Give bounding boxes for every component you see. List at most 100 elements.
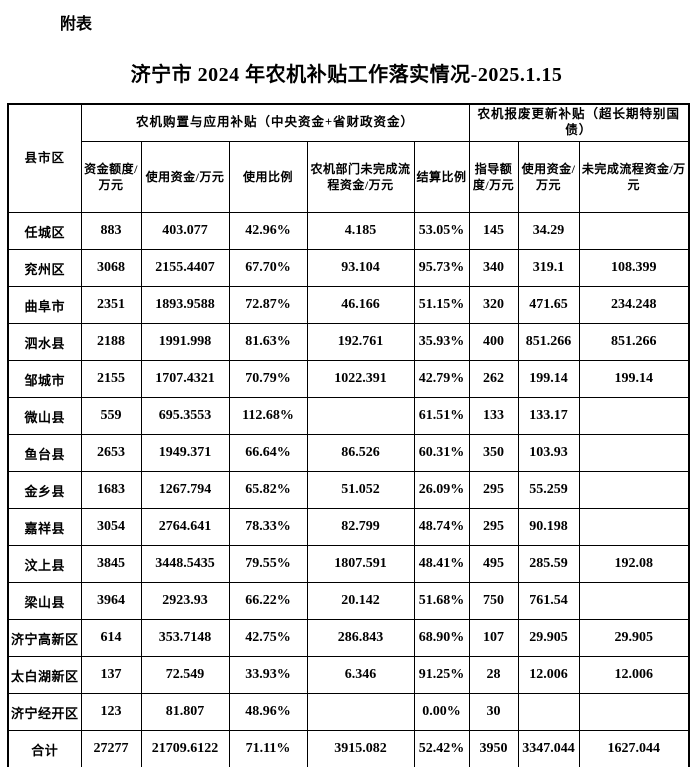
row-label: 邹城市 (7, 360, 82, 398)
table-row: 合计 27277 21709.6122 71.11% 3915.082 52.42% 395… (7, 730, 690, 767)
cell: 2351 (80, 286, 142, 324)
cell: 2764.641 (140, 508, 230, 546)
cell: 761.54 (517, 582, 580, 620)
cell (578, 582, 690, 620)
row-label: 金乡县 (7, 471, 82, 509)
cell: 12.006 (517, 656, 580, 694)
row-label: 曲阜市 (7, 286, 82, 324)
table-group-header-row: 县市区 农机购置与应用补贴（中央资金+省财政资金） 农机报废更新补贴（超长期特别… (7, 103, 690, 213)
cell: 103.93 (517, 434, 580, 472)
cell: 3347.044 (517, 730, 580, 767)
cell: 137 (80, 656, 142, 694)
cell: 851.266 (578, 323, 690, 361)
cell: 234.248 (578, 286, 690, 324)
table-row: 济宁经开区 123 81.807 48.96% 0.00% 30 (7, 693, 690, 731)
cell: 851.266 (517, 323, 580, 361)
column-header-used-funds: 使用资金/万元 (140, 141, 230, 213)
cell: 86.526 (306, 434, 415, 472)
cell: 4.185 (306, 212, 415, 250)
cell: 51.15% (413, 286, 470, 324)
cell: 192.08 (578, 545, 690, 583)
cell: 66.22% (228, 582, 308, 620)
row-label: 济宁经开区 (7, 693, 82, 731)
cell: 68.90% (413, 619, 470, 657)
cell: 340 (468, 249, 519, 287)
cell: 26.09% (413, 471, 470, 509)
cell (578, 508, 690, 546)
cell: 66.64% (228, 434, 308, 472)
cell: 403.077 (140, 212, 230, 250)
cell: 320 (468, 286, 519, 324)
cell: 133 (468, 397, 519, 435)
cell: 93.104 (306, 249, 415, 287)
cell: 495 (468, 545, 519, 583)
cell: 3068 (80, 249, 142, 287)
group-header-scrap-renewal-subsidy: 农机报废更新补贴（超长期特别国债） (468, 103, 690, 142)
column-header-settlement-ratio: 结算比例 (413, 141, 470, 213)
column-header-used-funds-scrap: 使用资金/万元 (517, 141, 580, 213)
cell: 3950 (468, 730, 519, 767)
cell: 112.68% (228, 397, 308, 435)
cell: 295 (468, 471, 519, 509)
cell: 2155 (80, 360, 142, 398)
cell (578, 434, 690, 472)
cell: 42.79% (413, 360, 470, 398)
cell: 30 (468, 693, 519, 731)
cell: 350 (468, 434, 519, 472)
cell: 3054 (80, 508, 142, 546)
cell: 29.905 (517, 619, 580, 657)
column-header-unfinished-process-funds: 农机部门未完成流程资金/万元 (306, 141, 415, 213)
cell: 33.93% (228, 656, 308, 694)
table-row: 鱼台县 2653 1949.371 66.64% 86.526 60.31% 350 103.… (7, 434, 690, 472)
table-row: 嘉祥县 3054 2764.641 78.33% 82.799 48.74% 295 90.1… (7, 508, 690, 546)
page-title: 济宁市 2024 年农机补贴工作落实情况-2025.1.15 (130, 64, 563, 86)
cell: 65.82% (228, 471, 308, 509)
cell (578, 212, 690, 250)
cell: 199.14 (578, 360, 690, 398)
cell: 1627.044 (578, 730, 690, 767)
cell: 78.33% (228, 508, 308, 546)
row-label: 泗水县 (7, 323, 82, 361)
cell: 2923.93 (140, 582, 230, 620)
cell (306, 693, 415, 731)
cell: 2155.4407 (140, 249, 230, 287)
cell: 55.259 (517, 471, 580, 509)
cell: 82.799 (306, 508, 415, 546)
cell: 90.198 (517, 508, 580, 546)
cell: 53.05% (413, 212, 470, 250)
cell: 72.549 (140, 656, 230, 694)
cell: 91.25% (413, 656, 470, 694)
cell: 1707.4321 (140, 360, 230, 398)
cell (578, 693, 690, 731)
cell: 2188 (80, 323, 142, 361)
cell: 67.70% (228, 249, 308, 287)
cell: 695.3553 (140, 397, 230, 435)
cell: 95.73% (413, 249, 470, 287)
cell: 61.51% (413, 397, 470, 435)
table-row: 金乡县 1683 1267.794 65.82% 51.052 26.09% 295 55.2… (7, 471, 690, 509)
cell: 262 (468, 360, 519, 398)
cell: 1893.9588 (140, 286, 230, 324)
cell: 1022.391 (306, 360, 415, 398)
cell: 42.96% (228, 212, 308, 250)
cell: 1807.591 (306, 545, 415, 583)
cell: 286.843 (306, 619, 415, 657)
cell: 2653 (80, 434, 142, 472)
cell: 1683 (80, 471, 142, 509)
column-header-guidance-quota: 指导额度/万元 (468, 141, 519, 213)
cell: 21709.6122 (140, 730, 230, 767)
cell: 42.75% (228, 619, 308, 657)
cell: 52.42% (413, 730, 470, 767)
table-row: 汶上县 3845 3448.5435 79.55% 1807.591 48.41% 495 2… (7, 545, 690, 583)
table-row: 任城区 883 403.077 42.96% 4.185 53.05% 145 34.29 (7, 212, 690, 250)
cell: 35.93% (413, 323, 470, 361)
cell: 559 (80, 397, 142, 435)
cell: 145 (468, 212, 519, 250)
cell: 51.68% (413, 582, 470, 620)
cell: 60.31% (413, 434, 470, 472)
cell: 3964 (80, 582, 142, 620)
column-header-usage-ratio: 使用比例 (228, 141, 308, 213)
cell: 750 (468, 582, 519, 620)
cell: 72.87% (228, 286, 308, 324)
table-row: 微山县 559 695.3553 112.68% 61.51% 133 133.17 (7, 397, 690, 435)
